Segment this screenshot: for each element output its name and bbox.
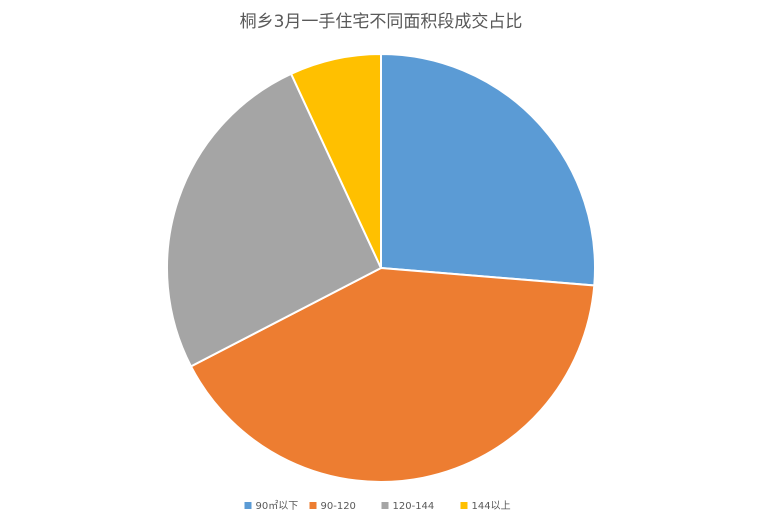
pie-slice [289,52,382,269]
pie-slice [166,72,383,368]
legend-label: 120-144 [393,501,435,512]
chart-title: 桐乡3月一手住宅不同面积段成交占比 [240,12,523,32]
pie-slice [189,266,596,483]
legend-swatch [460,502,468,509]
legend-swatch [244,502,252,509]
pie-slice [380,52,596,287]
legend-label: 90㎡以下 [256,500,299,512]
legend-swatch [309,502,317,509]
legend-label: 144以上 [472,500,511,512]
legend-swatch [381,502,389,509]
legend-label: 90-120 [321,501,356,512]
